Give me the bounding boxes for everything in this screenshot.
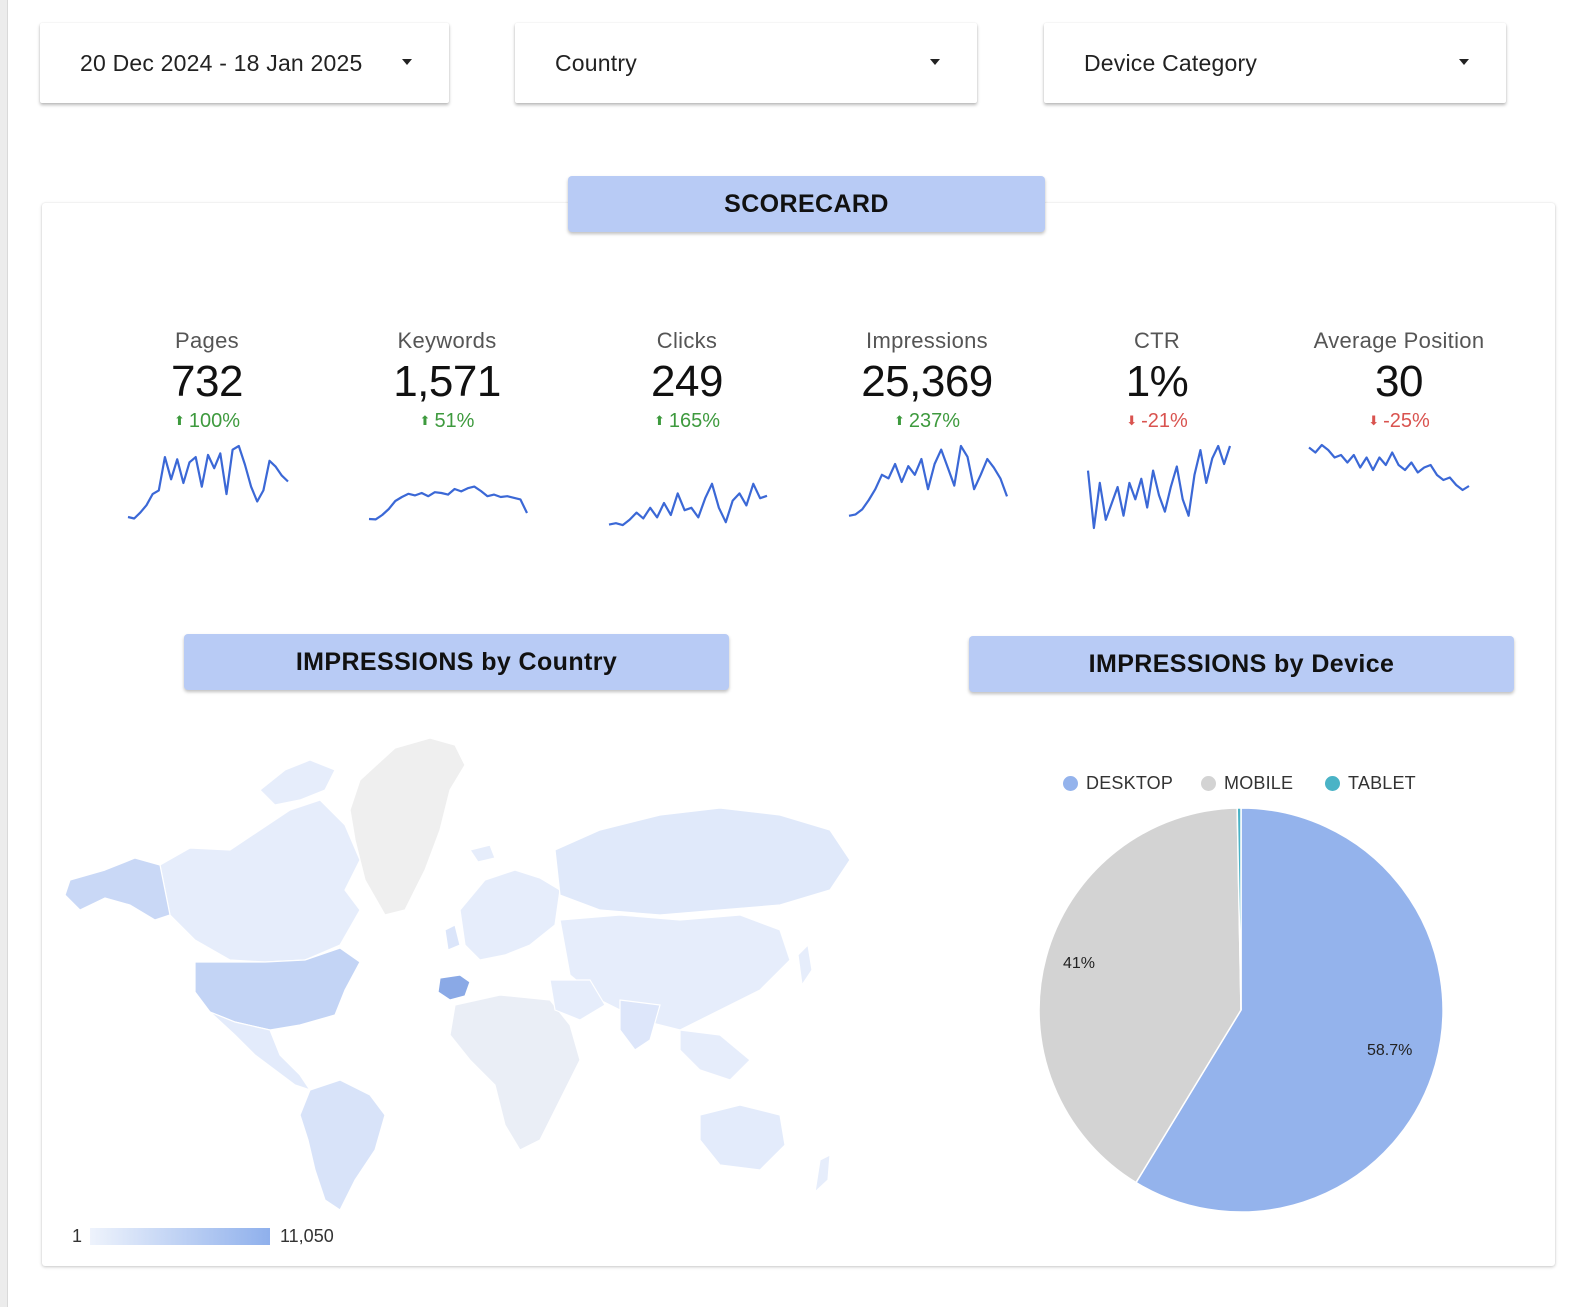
metric-delta: ⬇ -21% [1126, 410, 1188, 432]
metric-value: 25,369 [861, 357, 993, 406]
map-new-zealand [814, 1153, 831, 1194]
map-arctic-islands [259, 759, 336, 806]
sparkline-keywords [368, 485, 528, 521]
country-filter[interactable]: Country [515, 23, 977, 103]
date-range-filter[interactable]: 20 Dec 2024 - 18 Jan 2025 [40, 23, 449, 103]
arrow-icon: ⬇ [1126, 413, 1138, 428]
map-africa [449, 994, 581, 1151]
country-filter-label: Country [555, 50, 637, 76]
map-spain [437, 974, 471, 1001]
map-color-scale [90, 1228, 270, 1245]
metric-average-position: Average Position 30 ⬇ -25% [1279, 328, 1519, 433]
metric-value: 249 [651, 357, 723, 406]
map-japan [797, 943, 813, 987]
map-scale-min: 1 [72, 1226, 83, 1246]
metric-impressions: Impressions 25,369 ⬆ 237% [807, 328, 1047, 433]
pie-label-desktop: 58.7% [1367, 1042, 1413, 1059]
sparkline-pages [127, 444, 289, 520]
legend-tablet[interactable]: TABLET [1325, 773, 1416, 794]
metric-label: Clicks [656, 328, 718, 353]
metric-delta: ⬆ 237% [893, 410, 961, 432]
legend-mobile[interactable]: MOBILE [1201, 773, 1293, 794]
sparkline-impressions [848, 444, 1009, 517]
arrow-icon: ⬆ [653, 413, 665, 428]
pie-label-mobile: 41% [1063, 955, 1096, 972]
legend-dot-icon [1201, 776, 1216, 791]
map-india [619, 999, 661, 1051]
map-europe [459, 869, 561, 961]
scorecard-header: SCORECARD [568, 176, 1045, 232]
impressions-by-device-header: IMPRESSIONS by Device [969, 636, 1514, 692]
pie-slice-tablet[interactable] [1236, 807, 1242, 1011]
device-pie-chart[interactable] [1033, 802, 1449, 1218]
arrow-icon: ⬇ [1368, 413, 1380, 428]
map-canada [159, 799, 361, 963]
map-alaska [64, 857, 171, 921]
chevron-down-icon[interactable] [930, 59, 940, 65]
metric-value: 732 [171, 357, 243, 406]
date-range-text: 20 Dec 2024 - 18 Jan 2025 [80, 50, 363, 76]
metric-value: 1,571 [393, 357, 501, 406]
metric-pages: Pages 732 ⬆ 100% [87, 328, 327, 433]
pie-slice-desktop[interactable] [1134, 807, 1444, 1213]
map-middle-east [549, 979, 606, 1021]
chevron-down-icon[interactable] [402, 59, 412, 65]
sparkline-average-position [1308, 443, 1470, 492]
metric-delta: ⬆ 51% [419, 410, 475, 432]
metric-clicks: Clicks 249 ⬆ 165% [567, 328, 807, 433]
metric-value: 30 [1375, 357, 1423, 406]
sparkline-ctr [1086, 444, 1232, 530]
metric-delta: ⬆ 165% [653, 410, 721, 432]
device-category-filter-label: Device Category [1084, 50, 1258, 76]
map-scale-max: 11,050 [280, 1226, 334, 1246]
window-edge [0, 0, 8, 1307]
impressions-by-country-header: IMPRESSIONS by Country [184, 634, 729, 690]
map-greenland [349, 737, 466, 916]
legend-desktop[interactable]: DESKTOP [1063, 773, 1173, 794]
map-australia [699, 1104, 786, 1171]
metric-keywords: Keywords 1,571 ⬆ 51% [327, 328, 567, 433]
chevron-down-icon[interactable] [1459, 59, 1469, 65]
metric-label: Keywords [397, 328, 497, 353]
map-uk [444, 924, 461, 951]
metric-value: 1% [1125, 357, 1189, 406]
map-se-asia [679, 1029, 751, 1081]
metric-label: CTR [1133, 328, 1181, 353]
pie-slice-mobile[interactable] [1038, 807, 1242, 1184]
map-asia [559, 914, 791, 1031]
arrow-icon: ⬆ [419, 413, 431, 428]
map-south-america [299, 1079, 386, 1211]
metric-label: Impressions [866, 328, 988, 353]
map-russia [554, 807, 851, 916]
metric-label: Pages [175, 328, 239, 353]
legend-dot-icon [1063, 776, 1078, 791]
arrow-icon: ⬆ [173, 413, 185, 428]
map-iceland [469, 844, 496, 863]
metric-delta: ⬆ 100% [173, 410, 241, 432]
metric-ctr: CTR 1% ⬇ -21% [1037, 328, 1277, 433]
sparkline-clicks [608, 482, 768, 527]
legend-dot-icon [1325, 776, 1340, 791]
world-map[interactable] [60, 730, 860, 1220]
device-category-filter[interactable]: Device Category [1044, 23, 1506, 103]
metric-delta: ⬇ -25% [1368, 410, 1430, 432]
metric-label: Average Position [1313, 328, 1485, 353]
arrow-icon: ⬆ [893, 413, 905, 428]
